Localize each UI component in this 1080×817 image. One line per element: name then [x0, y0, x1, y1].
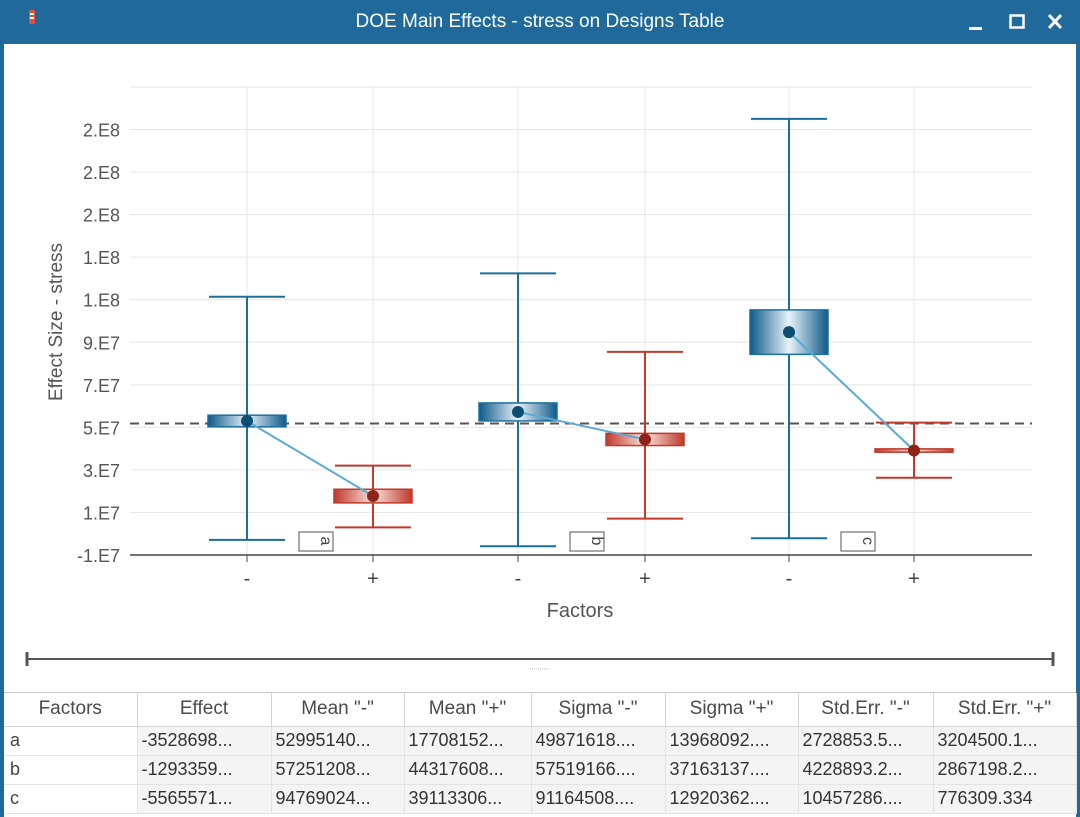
column-header[interactable]: Mean "-" — [271, 693, 405, 727]
table-cell[interactable]: 13968092.... — [665, 726, 799, 756]
table-cell[interactable]: 2867198.2... — [933, 755, 1077, 785]
app-icon — [29, 10, 35, 24]
table-cell[interactable]: 10457286.... — [798, 784, 934, 814]
factor-label-box — [569, 531, 605, 552]
factor-group-a: a — [207, 295, 413, 552]
table-cell[interactable]: 57251208... — [271, 755, 405, 785]
table-cell[interactable]: 94769024... — [271, 784, 405, 814]
table-cell[interactable]: -1293359... — [137, 755, 272, 785]
table-cell[interactable]: c — [4, 784, 138, 814]
y-tick-label: 3.E7 — [83, 461, 120, 481]
column-header[interactable]: Std.Err. "-" — [798, 693, 934, 727]
column-header[interactable]: Effect — [137, 693, 272, 727]
table-cell[interactable]: 3204500.1... — [933, 726, 1077, 756]
table-cell[interactable]: 4228893.2... — [798, 755, 934, 785]
table-cell[interactable]: 39113306... — [404, 784, 532, 814]
y-axis-label: Effect Size - stress — [46, 243, 67, 401]
factor-group-c: c — [749, 117, 954, 552]
minus-mean-point — [241, 414, 253, 427]
table-cell[interactable]: 17708152... — [404, 726, 532, 756]
table-cell[interactable]: a — [4, 726, 138, 756]
grid — [130, 86, 1032, 555]
plus-mean-point — [908, 444, 920, 457]
table-cell[interactable]: 776309.334 — [933, 784, 1077, 814]
effect-connector-line — [517, 410, 646, 441]
factor-label: c — [859, 537, 876, 545]
window-border-right — [1076, 44, 1080, 817]
series-layer: a b c — [207, 117, 954, 552]
table-cell[interactable]: b — [4, 755, 138, 785]
effect-connector-line — [788, 331, 915, 452]
y-tick-label: 2.E8 — [83, 121, 120, 141]
x-tick-label: - — [244, 568, 251, 590]
table-row[interactable]: b -1293359... 57251208... 44317608... 57… — [4, 755, 1077, 785]
minus-mean-point — [783, 326, 795, 339]
column-header[interactable]: Std.Err. "+" — [933, 693, 1077, 727]
main-effects-chart: 2.E8 2.E8 2.E8 1.E8 1.E8 9.E7 7.E7 5.E7 3.E7 1.E7… — [46, 86, 1032, 622]
y-tick-label: 1.E8 — [83, 291, 120, 311]
panel-splitter[interactable] — [24, 650, 1056, 670]
table-row[interactable]: c -5565571... 94769024... 39113306... 91… — [4, 784, 1077, 814]
table-cell[interactable]: 52995140... — [271, 726, 405, 756]
maximize-button[interactable] — [1004, 9, 1030, 35]
table-cell[interactable]: 12920362.... — [665, 784, 799, 814]
x-tick-label: + — [639, 568, 651, 590]
factor-label-box — [840, 531, 876, 552]
results-table[interactable]: Factors Effect Mean "-" Mean "+" Sigma "… — [4, 692, 1077, 817]
x-tick-label: - — [786, 568, 793, 590]
table-cell[interactable]: 57519166.... — [531, 755, 666, 785]
y-tick-label: 5.E7 — [83, 418, 120, 438]
x-axis-label: Factors — [547, 600, 614, 622]
y-tick-label: 9.E7 — [83, 333, 120, 353]
table-cell[interactable]: 44317608... — [404, 755, 532, 785]
maximize-icon — [1009, 14, 1025, 29]
table-cell[interactable]: 2728853.5... — [798, 726, 934, 756]
factor-label-box — [298, 531, 334, 552]
close-icon — [1047, 13, 1063, 30]
minus-mean-point — [512, 405, 524, 418]
x-axis-ticks: - + - + - + — [244, 555, 920, 590]
window-title: DOE Main Effects - stress on Designs Tab… — [355, 11, 725, 32]
effect-connector-line — [246, 420, 374, 497]
y-tick-label: 2.E8 — [83, 163, 120, 183]
table-cell[interactable]: -3528698... — [137, 726, 272, 756]
y-tick-label: 1.E7 — [83, 503, 120, 523]
minimize-button[interactable] — [962, 9, 988, 35]
table-cell[interactable]: 91164508.... — [531, 784, 666, 814]
column-header[interactable]: Mean "+" — [404, 693, 532, 727]
y-tick-label: -1.E7 — [77, 546, 120, 566]
x-tick-label: + — [908, 568, 920, 590]
column-header[interactable]: Sigma "+" — [665, 693, 799, 727]
factor-group-b: b — [478, 272, 685, 552]
column-header[interactable]: Sigma "-" — [531, 693, 666, 727]
window-border-left — [0, 44, 4, 817]
column-header[interactable]: Factors — [4, 693, 138, 727]
y-axis-ticks: 2.E8 2.E8 2.E8 1.E8 1.E8 9.E7 7.E7 5.E7 3.E7 1.E7… — [77, 121, 120, 566]
y-tick-label: 1.E8 — [83, 248, 120, 268]
table-cell[interactable]: 49871618.... — [531, 726, 666, 756]
close-button[interactable] — [1042, 9, 1068, 35]
factor-label: b — [588, 537, 605, 546]
title-bar[interactable]: DOE Main Effects - stress on Designs Tab… — [0, 0, 1080, 44]
x-tick-label: + — [367, 568, 379, 590]
factor-label: a — [317, 537, 334, 546]
minimize-icon — [969, 27, 982, 30]
plus-mean-point — [367, 490, 379, 503]
table-cell[interactable]: -5565571... — [137, 784, 272, 814]
y-tick-label: 2.E8 — [83, 206, 120, 226]
plus-mean-point — [639, 433, 651, 446]
table-header-row: Factors Effect Mean "-" Mean "+" Sigma "… — [4, 693, 1077, 727]
x-tick-label: - — [515, 568, 522, 590]
y-tick-label: 7.E7 — [83, 376, 120, 396]
table-row[interactable]: a -3528698... 52995140... 17708152... 49… — [4, 726, 1077, 756]
table-cell[interactable]: 37163137.... — [665, 755, 799, 785]
